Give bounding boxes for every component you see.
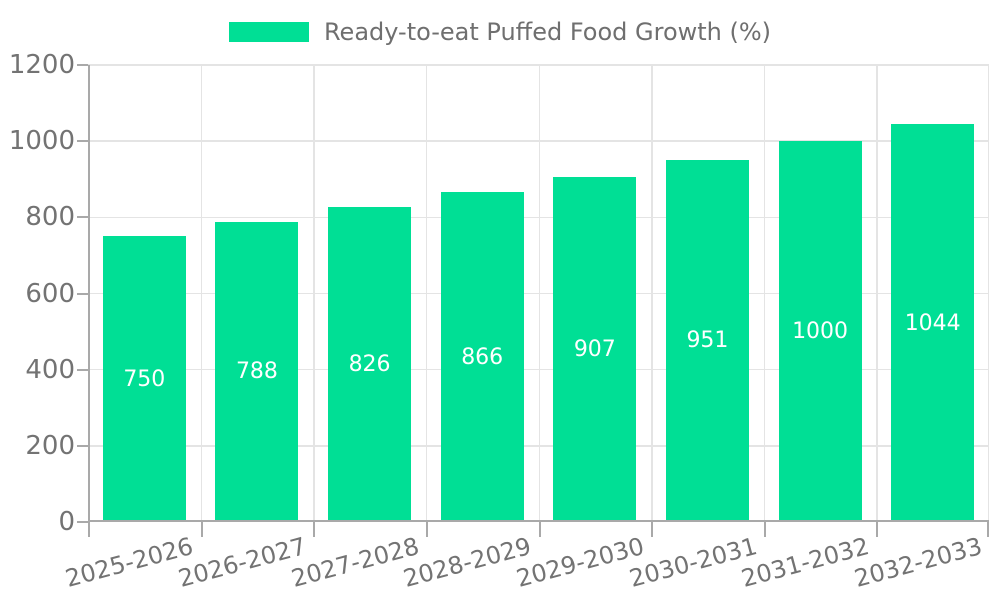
y-axis-tick bbox=[77, 140, 88, 143]
x-axis-tick bbox=[200, 522, 203, 537]
y-axis-tick bbox=[77, 368, 88, 371]
y-axis-label: 0 bbox=[58, 507, 75, 537]
x-axis-label: 2026-2027 bbox=[175, 532, 310, 593]
x-axis-label: 2031-2032 bbox=[738, 532, 873, 593]
bar: 1044 bbox=[891, 124, 975, 522]
legend-swatch bbox=[228, 22, 309, 42]
vertical-gridline bbox=[425, 65, 428, 522]
bar-value-label: 951 bbox=[686, 328, 729, 354]
x-axis-tick bbox=[88, 522, 90, 537]
x-axis-tick bbox=[763, 522, 766, 537]
bar-value-label: 866 bbox=[461, 344, 504, 370]
y-axis-tick bbox=[77, 444, 88, 447]
bar: 951 bbox=[665, 159, 749, 522]
y-axis-label: 1000 bbox=[8, 126, 75, 157]
vertical-gridline bbox=[313, 65, 315, 522]
bar-value-label: 907 bbox=[573, 336, 616, 362]
bar-value-label: 1044 bbox=[904, 310, 961, 336]
y-axis-tick bbox=[77, 521, 88, 523]
x-axis-tick bbox=[313, 522, 316, 537]
plot-area: 0 200 400 600 800 1000 1200 750 788 826 866 907 951 1… bbox=[9, 50, 989, 593]
x-axis-tick bbox=[651, 522, 654, 537]
bar-value-label: 788 bbox=[235, 359, 278, 385]
bar: 826 bbox=[328, 207, 412, 522]
y-axis-line bbox=[88, 65, 90, 522]
x-axis-label: 2027-2028 bbox=[288, 532, 422, 593]
x-axis-label: 2030-2031 bbox=[626, 532, 760, 593]
x-axis-label: 2029-2030 bbox=[513, 532, 648, 593]
vertical-gridline bbox=[651, 65, 653, 522]
x-axis-tick bbox=[876, 522, 879, 537]
bar-value-label: 750 bbox=[123, 366, 166, 392]
vertical-gridline bbox=[876, 65, 878, 522]
y-axis-label: 800 bbox=[25, 202, 75, 233]
x-axis-label: 2025-2026 bbox=[62, 532, 197, 593]
bar-value-label: 1000 bbox=[792, 319, 849, 345]
x-axis-line bbox=[88, 520, 989, 522]
bar: 750 bbox=[102, 236, 186, 522]
x-axis-label: 2028-2029 bbox=[400, 532, 535, 593]
legend: Ready-to-eat Puffed Food Growth (%) bbox=[0, 18, 1000, 46]
vertical-gridline bbox=[538, 65, 540, 522]
x-axis-label: 2032-2033 bbox=[851, 532, 985, 593]
legend-label: Ready-to-eat Puffed Food Growth (%) bbox=[323, 18, 772, 46]
vertical-gridline bbox=[763, 65, 766, 522]
vertical-gridline bbox=[987, 65, 989, 522]
bar: 866 bbox=[440, 192, 524, 522]
y-axis-tick bbox=[77, 216, 88, 219]
y-axis-label: 400 bbox=[25, 354, 75, 385]
bar-value-label: 826 bbox=[348, 352, 391, 378]
y-axis-tick bbox=[77, 292, 88, 295]
vertical-gridline bbox=[200, 65, 203, 522]
y-axis-tick bbox=[77, 64, 88, 66]
bar: 907 bbox=[553, 176, 637, 522]
y-axis-label: 600 bbox=[25, 278, 75, 309]
bar: 788 bbox=[215, 221, 299, 522]
bar: 1000 bbox=[778, 141, 862, 522]
x-axis-tick bbox=[987, 522, 989, 537]
x-axis-tick bbox=[538, 522, 541, 537]
y-axis-label: 200 bbox=[25, 430, 75, 461]
x-axis-tick bbox=[425, 522, 428, 537]
y-axis-label: 1200 bbox=[8, 50, 75, 80]
